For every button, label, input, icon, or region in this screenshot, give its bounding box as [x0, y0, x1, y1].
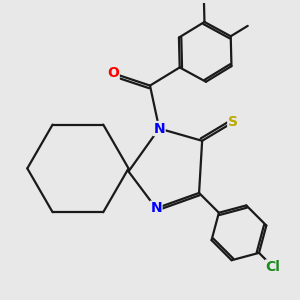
Text: Cl: Cl	[266, 260, 280, 274]
Text: N: N	[153, 122, 165, 136]
Text: S: S	[228, 116, 238, 129]
Text: O: O	[107, 66, 119, 80]
Text: N: N	[150, 201, 162, 215]
